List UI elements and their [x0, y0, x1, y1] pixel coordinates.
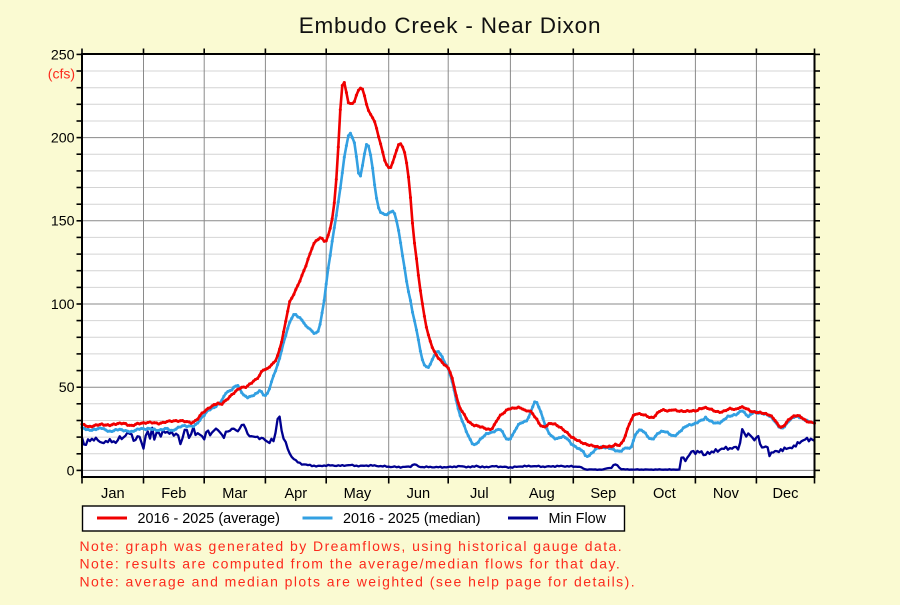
svg-text:Note: graph was generated by D: Note: graph was generated by Dreamflows,… [80, 538, 624, 554]
svg-text:0: 0 [67, 463, 75, 479]
svg-text:(cfs): (cfs) [48, 66, 75, 82]
svg-text:Jul: Jul [470, 486, 489, 502]
svg-text:Jan: Jan [101, 486, 125, 502]
svg-text:Feb: Feb [161, 486, 186, 502]
svg-text:200: 200 [51, 131, 75, 147]
svg-text:Aug: Aug [529, 486, 555, 502]
svg-text:100: 100 [51, 297, 75, 313]
svg-text:Note: results are computed fro: Note: results are computed from the aver… [80, 556, 622, 572]
svg-text:May: May [344, 486, 372, 502]
svg-text:2016 - 2025 (median): 2016 - 2025 (median) [343, 511, 481, 527]
svg-text:Nov: Nov [713, 486, 740, 502]
svg-text:150: 150 [51, 214, 75, 230]
svg-text:2016 - 2025 (average): 2016 - 2025 (average) [138, 511, 280, 527]
svg-text:Embudo Creek - Near Dixon: Embudo Creek - Near Dixon [299, 13, 602, 38]
svg-text:Sep: Sep [590, 486, 616, 502]
svg-text:Note: average and median plots: Note: average and median plots are weigh… [80, 573, 637, 589]
svg-text:Apr: Apr [284, 486, 307, 502]
svg-text:Oct: Oct [653, 486, 676, 502]
svg-text:50: 50 [59, 380, 75, 396]
svg-text:Min Flow: Min Flow [549, 511, 607, 527]
svg-text:Mar: Mar [222, 486, 247, 502]
svg-text:Jun: Jun [407, 486, 431, 502]
svg-text:Dec: Dec [773, 486, 799, 502]
svg-text:250: 250 [51, 47, 75, 63]
